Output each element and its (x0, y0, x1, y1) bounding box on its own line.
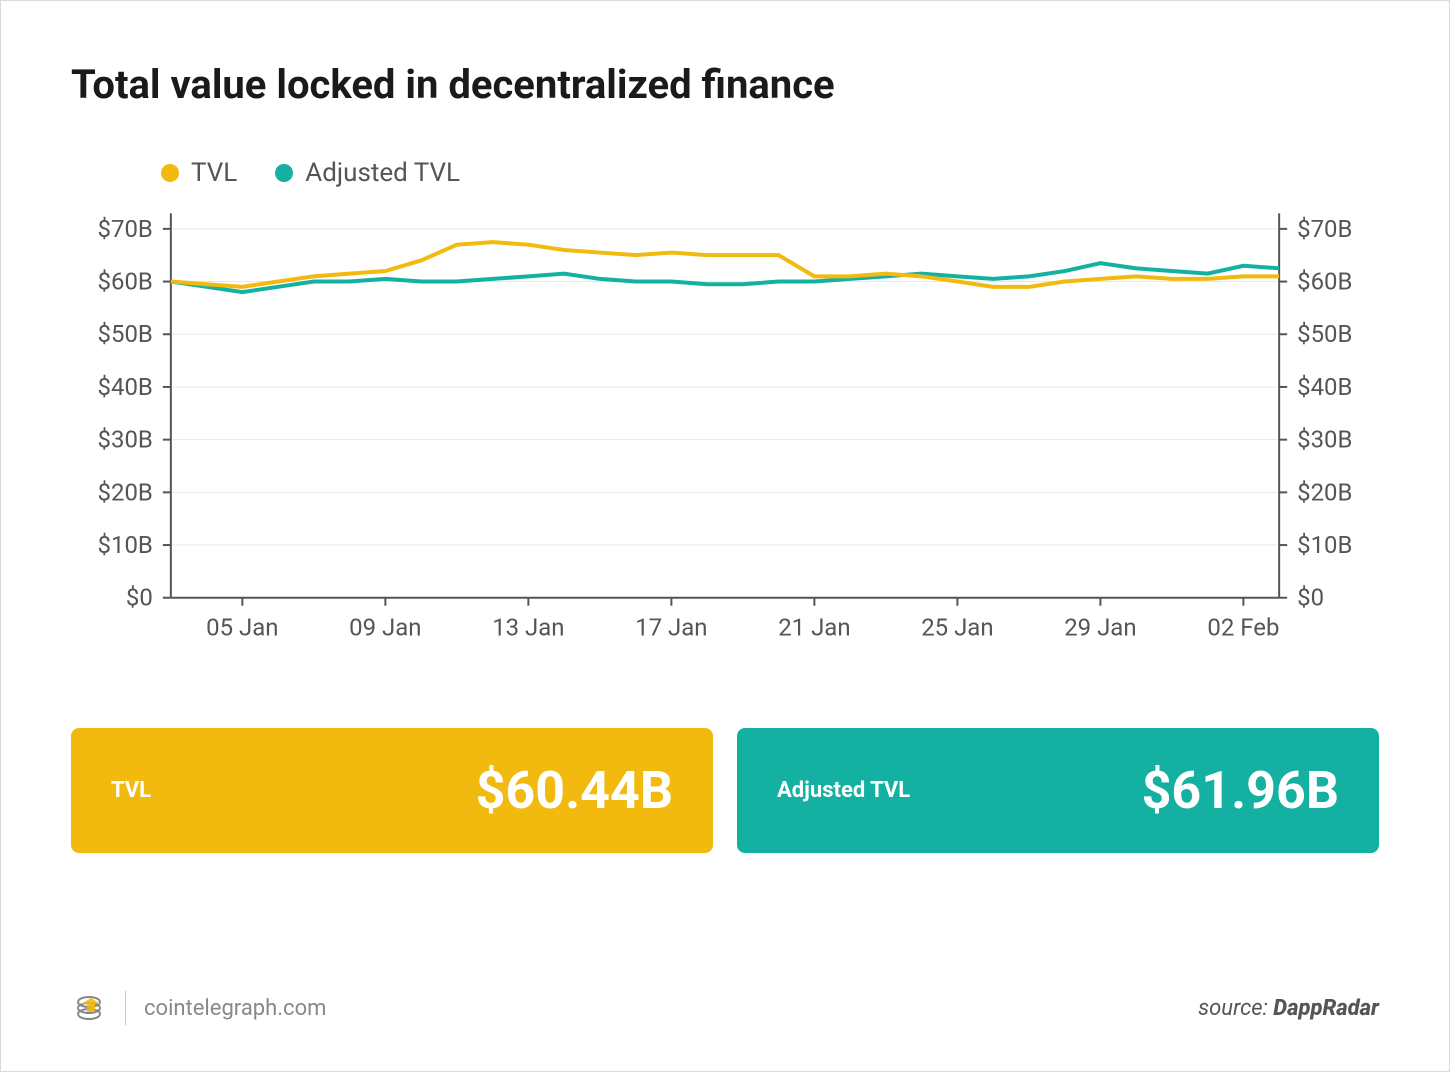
cointelegraph-logo-icon (71, 990, 107, 1026)
svg-text:$50B: $50B (1297, 320, 1352, 348)
svg-text:$60B: $60B (98, 268, 153, 296)
svg-text:$10B: $10B (98, 531, 153, 559)
card-tvl-label: TVL (111, 778, 151, 803)
svg-text:$40B: $40B (98, 373, 153, 401)
footer-left: cointelegraph.com (71, 990, 326, 1026)
svg-text:09 Jan: 09 Jan (349, 614, 421, 642)
svg-text:$70B: $70B (98, 215, 153, 243)
footer-divider (125, 991, 126, 1025)
footer-site: cointelegraph.com (144, 996, 326, 1021)
legend: TVL Adjusted TVL (161, 158, 1379, 188)
svg-text:17 Jan: 17 Jan (635, 614, 707, 642)
svg-text:$40B: $40B (1297, 373, 1352, 401)
svg-text:$20B: $20B (1297, 478, 1352, 506)
svg-text:21 Jan: 21 Jan (778, 614, 850, 642)
chart-area: $0 $0 $10B $10B $20B $20B $30B $30B $40B $40B $50B… (71, 198, 1379, 658)
svg-text:$70B: $70B (1297, 215, 1352, 243)
svg-text:$0: $0 (126, 584, 153, 612)
legend-dot-adjusted (275, 164, 293, 182)
chart-title: Total value locked in decentralized fina… (71, 61, 1379, 108)
svg-text:$30B: $30B (1297, 426, 1352, 454)
legend-label-adjusted: Adjusted TVL (305, 158, 460, 188)
card-tvl-value: $60.44B (476, 760, 673, 821)
footer-source: source: DappRadar (1198, 996, 1379, 1021)
footer-source-name: DappRadar (1273, 996, 1379, 1021)
svg-text:$60B: $60B (1297, 268, 1352, 296)
chart-container: Total value locked in decentralized fina… (0, 0, 1450, 1072)
svg-text:13 Jan: 13 Jan (492, 614, 564, 642)
card-tvl: TVL $60.44B (71, 728, 713, 853)
legend-item-adjusted: Adjusted TVL (275, 158, 460, 188)
svg-text:02 Feb: 02 Feb (1207, 614, 1279, 642)
footer-source-prefix: source: (1198, 996, 1273, 1021)
svg-text:$50B: $50B (98, 320, 153, 348)
legend-dot-tvl (161, 164, 179, 182)
svg-text:$30B: $30B (98, 426, 153, 454)
card-adjusted: Adjusted TVL $61.96B (737, 728, 1379, 853)
svg-text:05 Jan: 05 Jan (206, 614, 278, 642)
svg-text:$20B: $20B (98, 478, 153, 506)
summary-cards: TVL $60.44B Adjusted TVL $61.96B (71, 728, 1379, 853)
card-adjusted-value: $61.96B (1142, 760, 1339, 821)
chart-svg: $0 $0 $10B $10B $20B $20B $30B $30B $40B $40B $50B… (71, 198, 1379, 658)
legend-item-tvl: TVL (161, 158, 237, 188)
svg-text:$10B: $10B (1297, 531, 1352, 559)
svg-text:29 Jan: 29 Jan (1064, 614, 1136, 642)
card-adjusted-label: Adjusted TVL (777, 778, 910, 803)
legend-label-tvl: TVL (191, 158, 237, 188)
footer: cointelegraph.com source: DappRadar (71, 990, 1379, 1026)
svg-text:$0: $0 (1297, 584, 1324, 612)
svg-text:25 Jan: 25 Jan (921, 614, 993, 642)
